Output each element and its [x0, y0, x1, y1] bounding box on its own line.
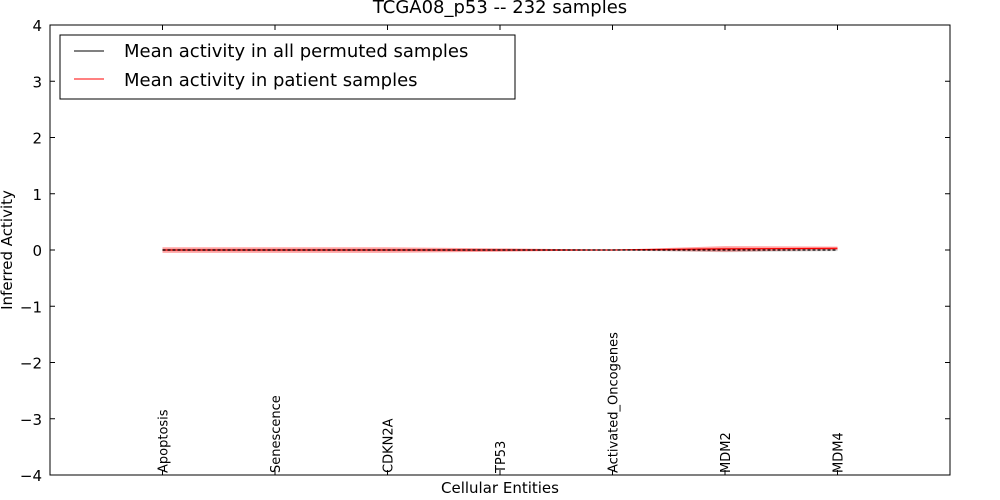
- x-tick-label-mdm2: MDM2: [719, 432, 734, 473]
- x-tick-label-apoptosis: Apoptosis: [157, 409, 172, 473]
- x-axis-label: Cellular Entities: [441, 479, 559, 497]
- x-tick-label-cdkn2a: CDKN2A: [382, 418, 397, 473]
- y-tick-label: −1: [20, 298, 42, 316]
- y-tick-label: 0: [32, 242, 42, 260]
- chart-title: TCGA08_p53 -- 232 samples: [372, 0, 627, 18]
- legend-label-patient: Mean activity in patient samples: [124, 70, 418, 91]
- y-tick-label: 2: [32, 130, 42, 148]
- x-tick-label-mdm4: MDM4: [832, 432, 847, 473]
- legend: Mean activity in all permuted samples Me…: [59, 34, 516, 100]
- legend-label-permuted: Mean activity in all permuted samples: [124, 41, 468, 62]
- x-tick-label-activated_oncogenes: Activated_Oncogenes: [607, 332, 622, 473]
- legend-box: [59, 34, 516, 100]
- x-tick-label-senescence: Senescence: [269, 395, 284, 473]
- y-axis-label: Inferred Activity: [0, 190, 16, 310]
- y-tick-label: 4: [32, 17, 42, 35]
- y-tick-label: −3: [20, 411, 42, 429]
- x-tick-label-tp53: TP53: [494, 441, 509, 474]
- y-tick-label: 1: [32, 186, 42, 204]
- y-tick-label: −2: [20, 355, 42, 373]
- y-tick-label: 3: [32, 73, 42, 91]
- y-tick-label: −4: [20, 467, 42, 485]
